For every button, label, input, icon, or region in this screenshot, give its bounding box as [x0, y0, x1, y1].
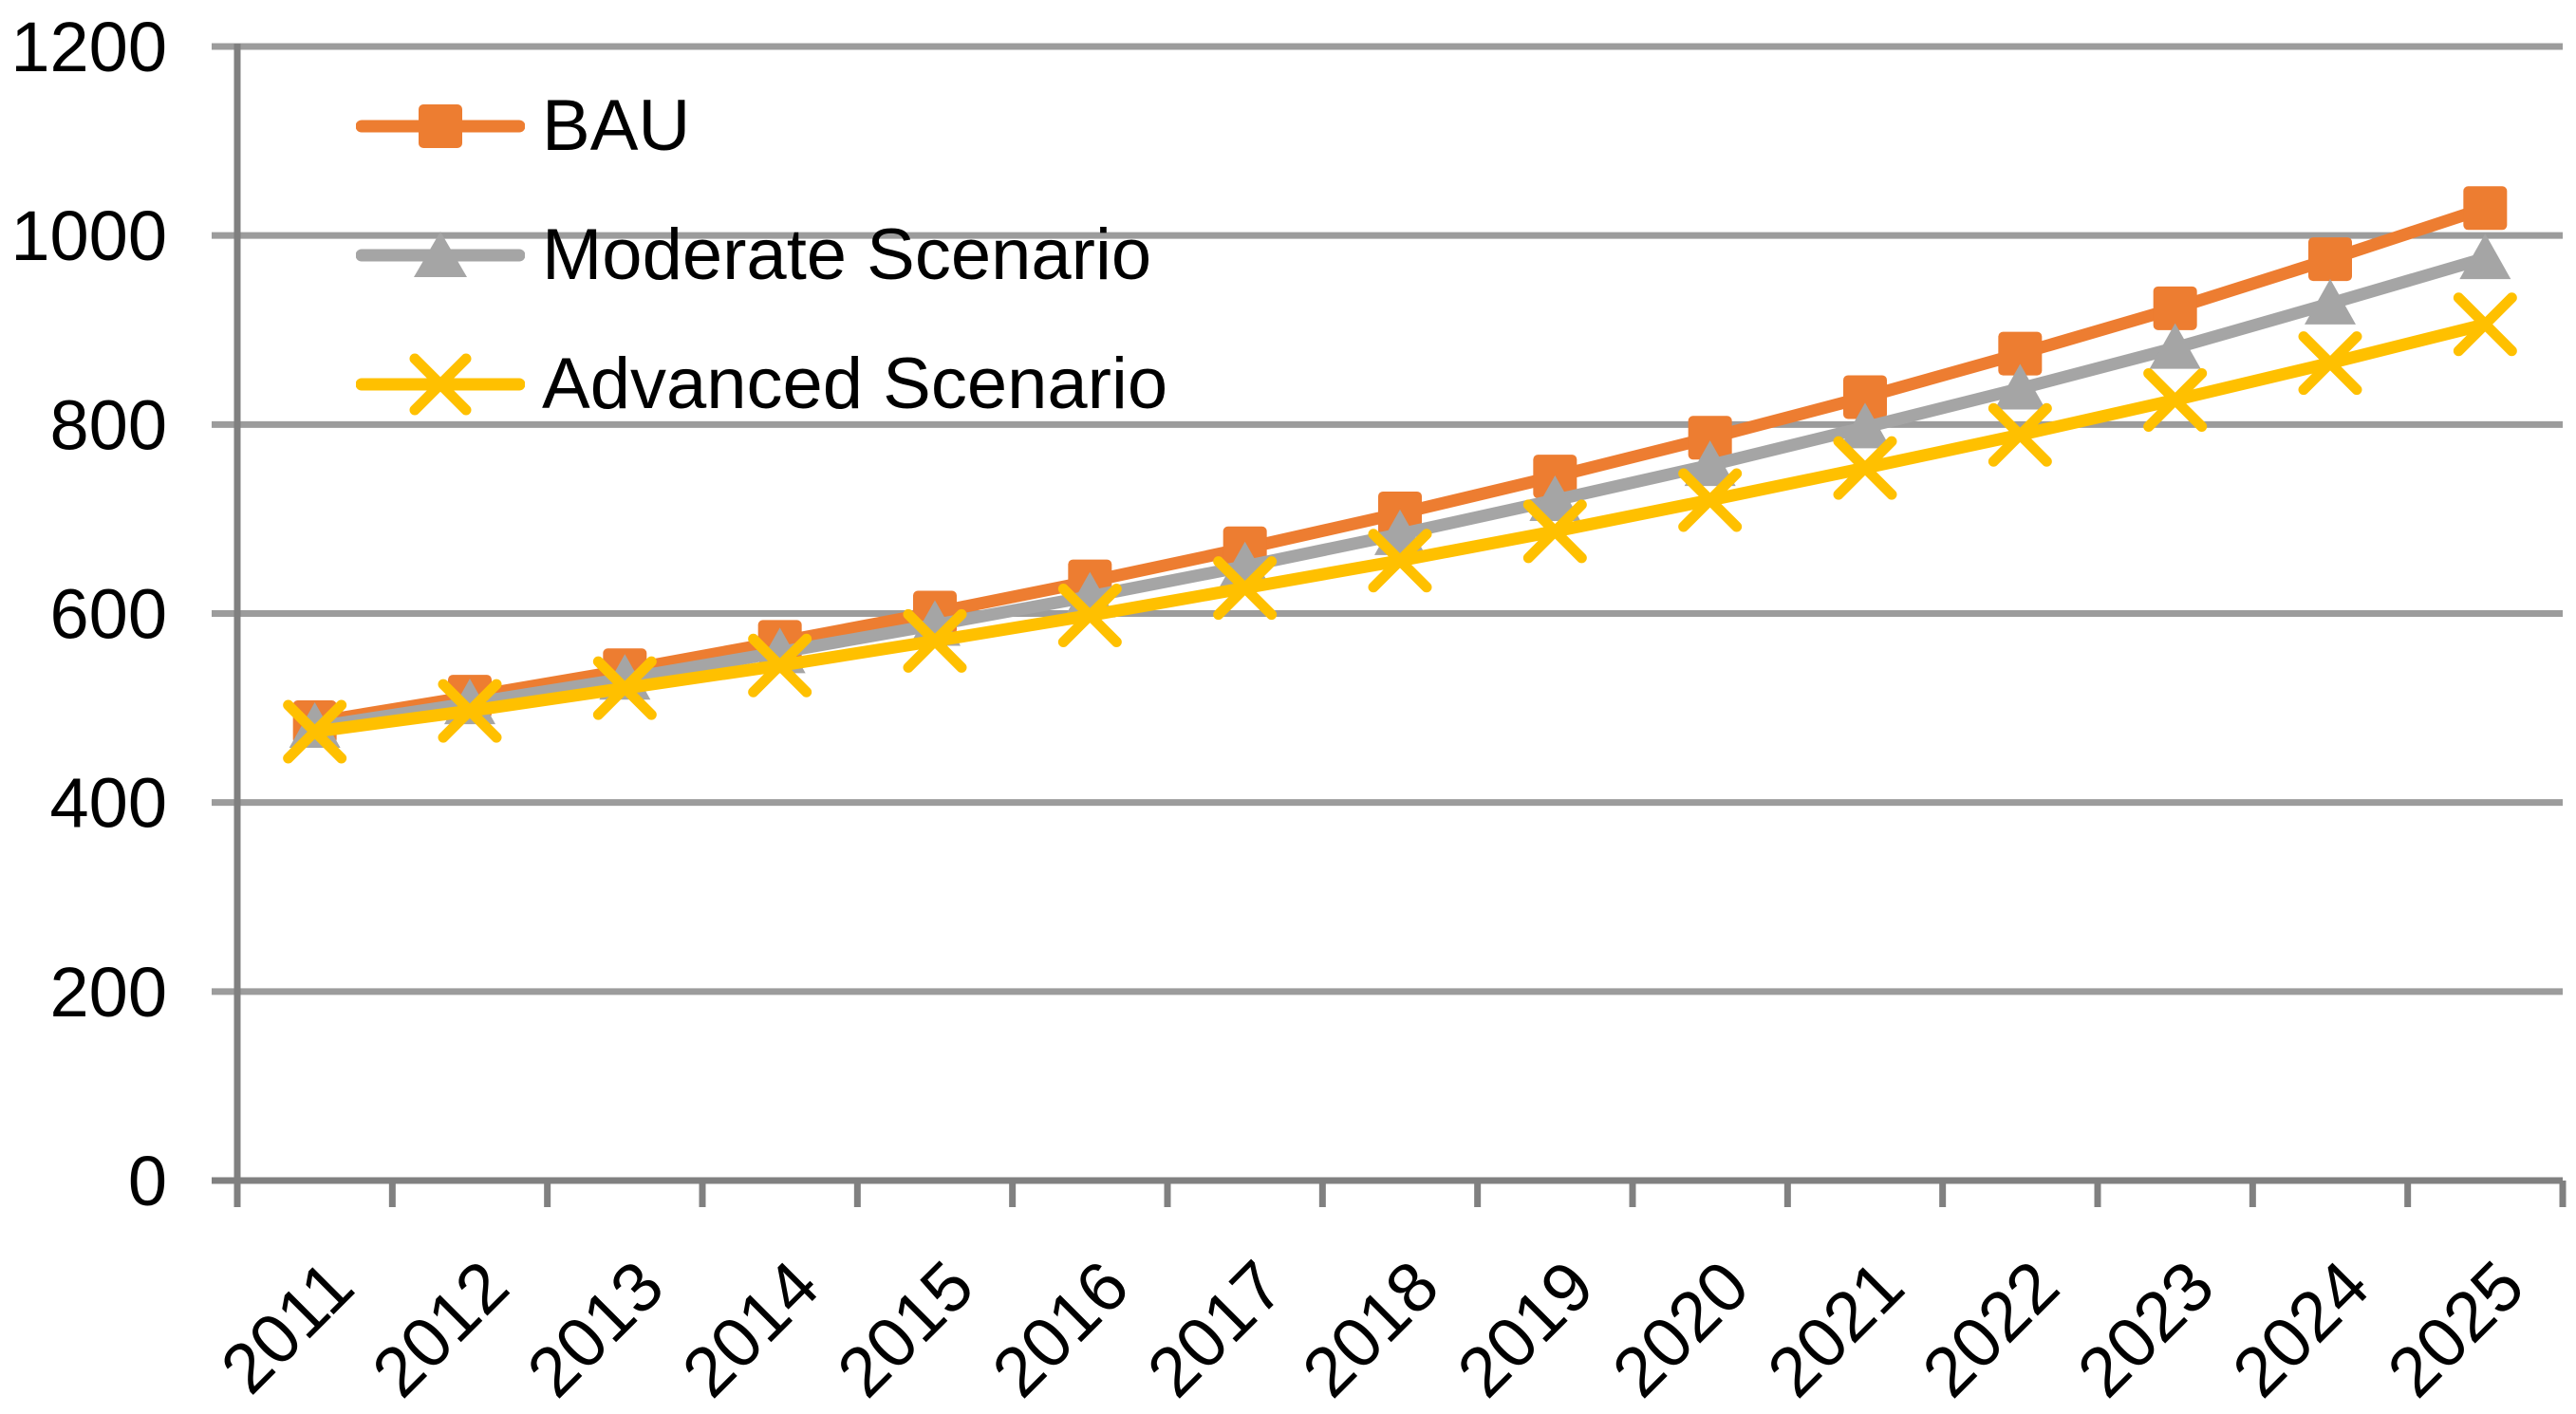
x-axis-labels: 2011201220132014201520162017201820192020… [206, 1246, 2539, 1412]
advanced-line-x-marker-icon [356, 353, 525, 416]
legend-item-moderate-scenario: Moderate Scenario [356, 219, 1167, 291]
y-tick-label: 400 [50, 764, 167, 843]
axes [212, 44, 2567, 1207]
legend-label-advanced-scenario: Advanced Scenario [542, 344, 1168, 424]
x-tick-label: 2021 [1752, 1246, 1918, 1412]
moderate-line-triangle-marker-icon [356, 232, 525, 277]
legend-label-moderate-scenario: Moderate Scenario [542, 214, 1152, 295]
bau-line-square-marker-icon [356, 104, 525, 148]
x-tick-label: 2013 [513, 1246, 679, 1412]
gridlines [212, 43, 2563, 1184]
y-tick-label: 800 [50, 385, 167, 464]
y-tick-label: 1200 [10, 8, 167, 86]
x-tick-label: 2019 [1443, 1246, 1609, 1412]
x-tick-label: 2018 [1287, 1246, 1453, 1412]
x-tick-label: 2025 [2373, 1246, 2539, 1412]
legend-label-bau: BAU [542, 85, 691, 166]
y-axis-labels: 0 200 400 600 800 1000 1200 [10, 8, 167, 1220]
y-tick-label: 600 [50, 575, 167, 654]
y-tick-label: 200 [50, 953, 167, 1032]
series-markers-advanced-scenario [283, 292, 2517, 764]
y-tick-label: 0 [128, 1142, 167, 1220]
legend-item-bau: BAU [356, 90, 1167, 162]
y-tick-label: 1000 [10, 196, 167, 275]
legend-item-advanced-scenario: Advanced Scenario [356, 348, 1167, 420]
x-tick-label: 2024 [2217, 1246, 2383, 1412]
x-tick-label: 2014 [667, 1246, 833, 1412]
series-advanced-scenario [283, 292, 2517, 764]
x-tick-label: 2017 [1132, 1246, 1298, 1412]
x-tick-label: 2015 [822, 1246, 988, 1412]
x-tick-label: 2011 [206, 1246, 368, 1408]
x-tick-label: 2022 [1908, 1246, 2074, 1412]
legend: BAU Moderate Scenario Advanced Scenario [356, 90, 1167, 482]
x-tick-label: 2012 [357, 1246, 523, 1412]
x-tick-label: 2016 [978, 1246, 1144, 1412]
x-tick-label: 2023 [2063, 1246, 2229, 1412]
x-tick-label: 2020 [1597, 1246, 1764, 1412]
series-moderate-scenario [289, 233, 2511, 748]
